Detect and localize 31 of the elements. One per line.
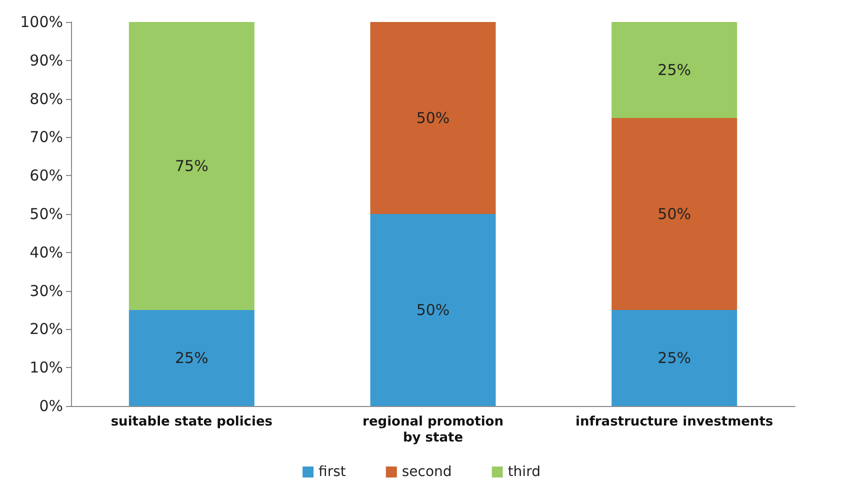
y-tick-label: 100% [20, 13, 63, 31]
bar [370, 22, 496, 214]
bar [612, 118, 738, 310]
data-label: 50% [658, 205, 692, 223]
data-label: 25% [658, 61, 692, 79]
y-tick-label: 70% [30, 128, 63, 146]
data-label: 25% [174, 349, 208, 367]
x-tick-label: suitable state policies [110, 414, 273, 430]
y-tick-label: 20% [30, 320, 63, 338]
bar [612, 310, 738, 406]
y-tick-label: 40% [30, 243, 63, 262]
data-label: 50% [416, 301, 450, 319]
legend-label: first [318, 464, 346, 480]
x-tick-label: regional promotion by state [362, 414, 504, 446]
data-label: 75% [174, 157, 208, 175]
y-tick-label: 30% [30, 282, 63, 300]
bar [128, 310, 254, 406]
bar [612, 22, 738, 118]
bar [128, 22, 254, 310]
y-tick-label: 10% [30, 358, 63, 377]
y-tick-label: 60% [30, 166, 63, 185]
y-tick-label: 50% [30, 205, 63, 223]
y-tick-label: 90% [30, 51, 63, 70]
x-tick-label: infrastructure investments [576, 414, 774, 430]
data-label: 25% [658, 349, 692, 367]
data-label: 50% [416, 109, 450, 127]
legend-label: third [508, 464, 540, 480]
bar [370, 214, 496, 406]
y-tick-label: 0% [39, 397, 63, 415]
y-tick-label: 80% [30, 90, 63, 108]
legend-label: second [402, 464, 452, 480]
